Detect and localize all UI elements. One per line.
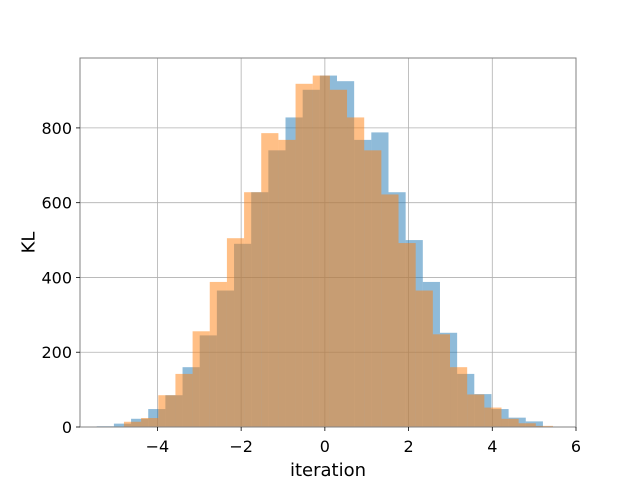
histogram-bar-series-2 (347, 117, 365, 427)
x-tick-label: −2 (229, 437, 253, 456)
y-tick-label: 600 (41, 194, 72, 213)
histogram-bar-series-2 (278, 139, 296, 428)
histogram-bar-series-2 (244, 192, 262, 427)
x-tick-label: 0 (320, 437, 330, 456)
histogram-bar-series-1 (113, 423, 132, 427)
x-tick-label: 4 (487, 437, 497, 456)
x-tick-label: 6 (571, 437, 581, 456)
histogram-bar-series-2 (381, 194, 399, 427)
y-axis-label: KL (18, 232, 39, 254)
histogram-bar-series-2 (295, 83, 313, 427)
y-tick-label: 0 (62, 418, 72, 437)
histogram-bar-series-2 (535, 425, 553, 427)
histogram-bar-series-2 (484, 407, 502, 427)
histogram-bar-series-2 (467, 394, 485, 427)
histogram-bar-series-2 (158, 395, 176, 427)
histogram-bar-series-2 (501, 418, 519, 427)
histogram-bar-series-2 (432, 334, 451, 427)
histogram-bar-series-2 (175, 373, 193, 427)
histogram-bar-series-2 (329, 89, 348, 428)
y-tick-label: 400 (41, 268, 72, 287)
x-tick-label: −4 (146, 437, 170, 456)
histogram-bar-series-2 (192, 331, 210, 427)
axis-ticks: −4 −2 0 2 4 6 0 200 400 600 800 (41, 119, 581, 456)
histogram-bar-series-2 (518, 423, 536, 427)
histogram-bars (96, 75, 553, 428)
histogram-bar-series-2 (312, 75, 330, 428)
y-tick-label: 800 (41, 119, 72, 138)
histogram-bar-series-2 (415, 290, 433, 427)
histogram-bar-series-2 (123, 421, 142, 427)
histogram-bar-series-2 (364, 150, 382, 428)
plot-area-frame (79, 57, 577, 428)
x-axis-label: iteration (290, 460, 366, 480)
histogram-bar-series-2 (141, 418, 159, 427)
histogram-bar-series-2 (226, 238, 245, 427)
histogram-bar-series-2 (398, 243, 416, 427)
histogram-bar-series-2 (209, 281, 227, 427)
histogram-bar-series-2 (450, 367, 468, 427)
histogram-bar-series-2 (261, 133, 279, 428)
y-tick-label: 200 (41, 343, 72, 362)
x-tick-label: 2 (403, 437, 413, 456)
